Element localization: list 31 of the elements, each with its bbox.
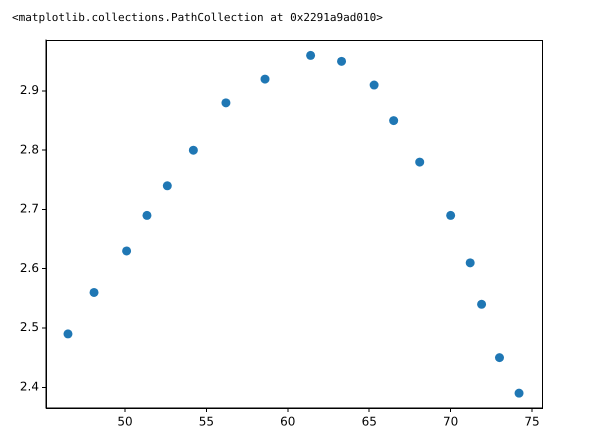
- y-tick-label: 2.4: [20, 379, 39, 394]
- point: [122, 246, 132, 256]
- point: [466, 258, 475, 268]
- point: [446, 210, 456, 220]
- x-tick-label: 60: [280, 414, 296, 428]
- point: [188, 146, 198, 155]
- x-tick-label: 65: [362, 414, 377, 428]
- point: [63, 329, 72, 338]
- point: [221, 98, 230, 108]
- point: [389, 116, 398, 126]
- point: [495, 353, 504, 362]
- point: [370, 80, 379, 90]
- y-tick-label: 2.8: [20, 142, 39, 156]
- y-tick-label: 2.7: [20, 202, 39, 216]
- point: [162, 181, 172, 190]
- point: [415, 158, 424, 167]
- point: [142, 210, 152, 220]
- x-tick-label: 50: [117, 414, 133, 428]
- x-tick-label: 70: [443, 414, 458, 428]
- point: [477, 300, 486, 309]
- x-tick-label: 55: [198, 414, 214, 428]
- point: [90, 288, 99, 297]
- y-tick-label: 2.5: [20, 320, 39, 334]
- y-tick-label: 2.6: [20, 260, 39, 275]
- point: [306, 50, 316, 60]
- point: [337, 56, 346, 66]
- text: <matplotlib.collections.PathCollection at 0x2291a9ad010>: [12, 10, 384, 24]
- y-tick-label: 2.9: [20, 83, 39, 98]
- point: [514, 388, 524, 398]
- point: [260, 74, 270, 84]
- x-tick-label: 75: [524, 414, 540, 428]
